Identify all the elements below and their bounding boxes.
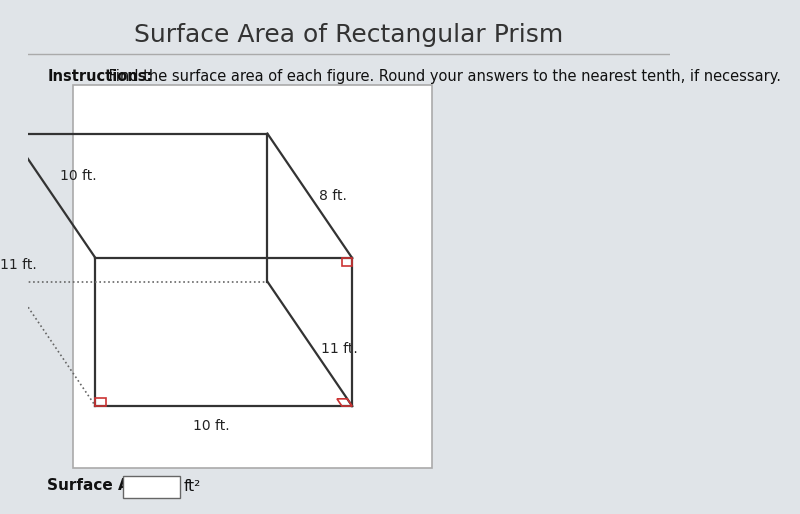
Text: 8 ft.: 8 ft.: [319, 189, 347, 203]
Text: Find the surface area of each figure. Round your answers to the nearest tenth, i: Find the surface area of each figure. Ro…: [104, 69, 781, 84]
Text: 11 ft.: 11 ft.: [0, 258, 37, 272]
Text: 11 ft.: 11 ft.: [322, 342, 358, 356]
Text: ft²: ft²: [183, 479, 201, 494]
Text: 10 ft.: 10 ft.: [61, 169, 97, 183]
Text: 10 ft.: 10 ft.: [193, 419, 230, 433]
Text: Instructions:: Instructions:: [47, 69, 153, 84]
Text: Surface Area:: Surface Area:: [47, 478, 165, 493]
FancyBboxPatch shape: [123, 476, 179, 498]
FancyBboxPatch shape: [73, 85, 432, 468]
Text: Surface Area of Rectangular Prism: Surface Area of Rectangular Prism: [134, 23, 563, 47]
